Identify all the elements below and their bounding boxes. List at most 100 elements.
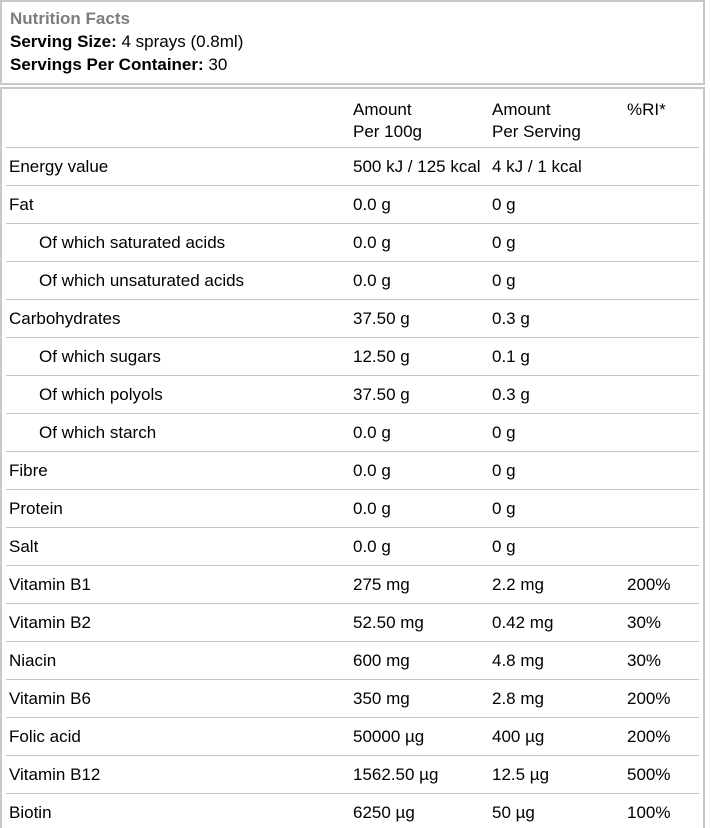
column-header-row: Amount Per 100g Amount Per Serving %RI* (6, 92, 699, 148)
row-label: Of which starch (6, 413, 353, 452)
row-per-serving: 0 g (492, 261, 627, 300)
row-ri (627, 147, 699, 186)
table-row-starch: Of which starch 0.0 g 0 g (6, 413, 699, 452)
row-per-serving: 4 kJ / 1 kcal (492, 147, 627, 186)
row-label: Protein (6, 489, 353, 528)
nutrition-facts-title: Nutrition Facts (10, 9, 130, 28)
column-header-amount-per-100g: Amount Per 100g (353, 92, 492, 148)
row-label: Of which polyols (6, 375, 353, 414)
row-per-serving: 0 g (492, 527, 627, 566)
row-per-serving: 0 g (492, 489, 627, 528)
row-per-100g: 0.0 g (353, 489, 492, 528)
row-per-serving: 12.5 µg (492, 755, 627, 794)
table-row-vitamin-b12: Vitamin B12 1562.50 µg 12.5 µg 500% (6, 755, 699, 794)
row-per-100g: 52.50 mg (353, 603, 492, 642)
table-row-energy-value: Energy value 500 kJ / 125 kcal 4 kJ / 1 … (6, 147, 699, 186)
row-ri (627, 337, 699, 376)
servings-per-container-line: Servings Per Container: 30 (10, 53, 695, 76)
row-per-100g: 350 mg (353, 679, 492, 718)
amount-per-100g-line1: Amount (353, 100, 412, 119)
amount-per-100g-line2: Per 100g (353, 122, 422, 141)
table-row-saturated-acids: Of which saturated acids 0.0 g 0 g (6, 223, 699, 262)
row-label: Of which sugars (6, 337, 353, 376)
table-row-vitamin-b2: Vitamin B2 52.50 mg 0.42 mg 30% (6, 603, 699, 642)
row-per-100g: 500 kJ / 125 kcal (353, 147, 492, 186)
table-row-unsaturated-acids: Of which unsaturated acids 0.0 g 0 g (6, 261, 699, 300)
row-ri (627, 413, 699, 452)
table-row-vitamin-b6: Vitamin B6 350 mg 2.8 mg 200% (6, 679, 699, 718)
row-ri (627, 261, 699, 300)
row-per-100g: 50000 µg (353, 717, 492, 756)
row-ri: 500% (627, 755, 699, 794)
table-row-fat: Fat 0.0 g 0 g (6, 185, 699, 224)
row-ri (627, 299, 699, 338)
nutrition-table-box: Amount Per 100g Amount Per Serving %RI* … (0, 87, 705, 828)
column-header-blank (6, 92, 353, 148)
table-row-vitamin-b1: Vitamin B1 275 mg 2.2 mg 200% (6, 565, 699, 604)
row-label: Niacin (6, 641, 353, 680)
table-row-protein: Protein 0.0 g 0 g (6, 489, 699, 528)
row-label: Folic acid (6, 717, 353, 756)
row-per-100g: 0.0 g (353, 413, 492, 452)
row-label: Vitamin B6 (6, 679, 353, 718)
row-label: Vitamin B12 (6, 755, 353, 794)
row-label: Of which saturated acids (6, 223, 353, 262)
amount-per-serving-line1: Amount (492, 100, 551, 119)
row-label: Vitamin B2 (6, 603, 353, 642)
row-per-serving: 0 g (492, 451, 627, 490)
row-per-serving: 50 µg (492, 803, 535, 822)
table-row-fibre: Fibre 0.0 g 0 g (6, 451, 699, 490)
servings-per-container-value: 30 (208, 55, 228, 74)
row-ri (627, 527, 699, 566)
row-label: Of which unsaturated acids (6, 261, 353, 300)
table-row-sugars: Of which sugars 12.50 g 0.1 g (6, 337, 699, 376)
row-per-100g: 1562.50 µg (353, 755, 492, 794)
row-ri: 100% (627, 803, 671, 822)
row-per-100g: 0.0 g (353, 185, 492, 224)
row-per-100g: 12.50 g (353, 337, 492, 376)
serving-size-value: 4 sprays (0.8ml) (121, 32, 244, 51)
table-row-niacin: Niacin 600 mg 4.8 mg 30% (6, 641, 699, 680)
row-label: Carbohydrates (6, 299, 353, 338)
row-per-100g: 0.0 g (353, 223, 492, 262)
nutrition-table: Amount Per 100g Amount Per Serving %RI* … (6, 92, 699, 828)
table-row-biotin: Biotin 6250 µg 50 µg 100% (6, 794, 699, 828)
row-ri (627, 185, 699, 224)
row-ri (627, 489, 699, 528)
row-per-100g: 0.0 g (353, 527, 492, 566)
row-per-100g: 37.50 g (353, 299, 492, 338)
row-label: Fibre (6, 451, 353, 490)
row-per-serving: 4.8 mg (492, 641, 627, 680)
nutrition-facts-header: Nutrition Facts Serving Size: 4 sprays (… (0, 0, 705, 85)
serving-size-label: Serving Size: (10, 32, 117, 51)
row-per-serving: 0 g (492, 413, 627, 452)
column-header-ri: %RI* (627, 92, 699, 148)
row-ri: 30% (627, 603, 699, 642)
table-row-salt: Salt 0.0 g 0 g (6, 527, 699, 566)
row-per-100g: 6250 µg (353, 803, 415, 822)
row-per-serving: 0 g (492, 223, 627, 262)
table-row-carbohydrates: Carbohydrates 37.50 g 0.3 g (6, 299, 699, 338)
row-per-serving: 0.1 g (492, 337, 627, 376)
row-ri: 200% (627, 565, 699, 604)
row-per-100g: 275 mg (353, 565, 492, 604)
row-per-serving: 0.3 g (492, 299, 627, 338)
row-label: Biotin (9, 803, 52, 822)
amount-per-serving-line2: Per Serving (492, 122, 581, 141)
row-per-serving: 400 µg (492, 717, 627, 756)
table-row-polyols: Of which polyols 37.50 g 0.3 g (6, 375, 699, 414)
row-ri: 200% (627, 679, 699, 718)
row-per-serving: 0.42 mg (492, 603, 627, 642)
row-per-serving: 0 g (492, 185, 627, 224)
row-per-100g: 0.0 g (353, 451, 492, 490)
row-ri (627, 451, 699, 490)
serving-size-line: Serving Size: 4 sprays (0.8ml) (10, 30, 695, 53)
row-per-serving: 0.3 g (492, 375, 627, 414)
servings-per-container-label: Servings Per Container: (10, 55, 204, 74)
column-header-amount-per-serving: Amount Per Serving (492, 92, 627, 148)
row-per-100g: 600 mg (353, 641, 492, 680)
table-row-folic-acid: Folic acid 50000 µg 400 µg 200% (6, 717, 699, 756)
row-ri: 30% (627, 641, 699, 680)
row-label: Vitamin B1 (6, 565, 353, 604)
row-per-serving: 2.8 mg (492, 679, 627, 718)
